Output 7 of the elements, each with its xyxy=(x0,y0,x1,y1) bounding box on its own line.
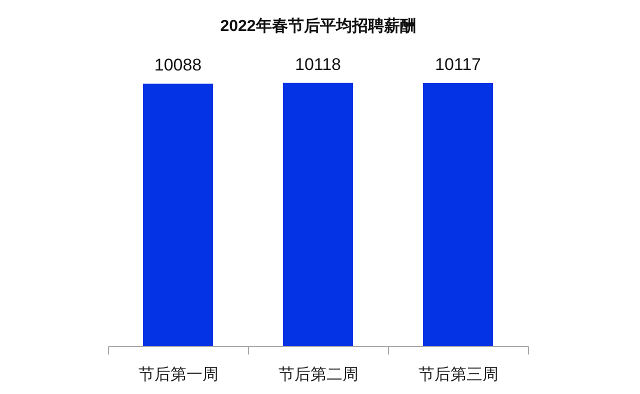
chart-title: 2022年春节后平均招聘薪酬 xyxy=(220,16,416,35)
data-label: 10118 xyxy=(294,54,342,74)
data-label: 10117 xyxy=(434,54,482,74)
data-label: 10088 xyxy=(154,56,202,75)
x-tick-label: 节后第一周 xyxy=(138,366,218,384)
x-tick-label: 节后第三周 xyxy=(418,366,498,384)
x-tick-label: 节后第二周 xyxy=(278,366,358,384)
